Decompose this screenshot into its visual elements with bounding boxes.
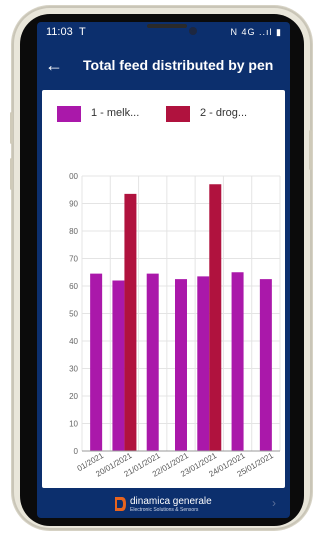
bar-series-1 — [175, 279, 187, 451]
phone-power-button — [309, 130, 312, 170]
chevron-right-icon[interactable]: › — [272, 496, 276, 510]
y-tick-label: 50 — [69, 310, 78, 319]
bar-chart: 01020304050607080900001/202120/01/202121… — [69, 172, 281, 479]
bar-series-1 — [197, 276, 210, 451]
status-indicator: T — [79, 26, 86, 38]
app-header: ← Total feed distributed by pen — [37, 44, 290, 88]
brand-tagline: Electronic Solutions & Sensors — [130, 507, 199, 513]
legend-swatch — [166, 106, 190, 122]
speaker-grille — [147, 24, 187, 28]
app-screen: 11:03 T N 4G ..ıl ▮ ← Total feed distrib… — [37, 22, 290, 518]
legend-swatch — [57, 106, 81, 122]
chart-legend: 1 - melk... 2 - drog... — [42, 104, 285, 128]
y-tick-label: 00 — [69, 172, 78, 181]
chart-card: 1 - melk... 2 - drog... 0 10 20 30 40 50 60 70 8… — [42, 90, 285, 488]
y-tick-label: 30 — [69, 365, 78, 374]
phone-volume-button — [10, 158, 13, 190]
page-title: Total feed distributed by pen — [83, 57, 274, 73]
y-tick-label: 0 — [74, 447, 79, 456]
legend-label: 2 - drog... — [200, 107, 248, 119]
legend-label: 1 - melk... — [91, 107, 140, 119]
front-camera — [189, 27, 197, 35]
bar-series-2 — [124, 193, 137, 451]
bar-series-1 — [112, 280, 125, 451]
y-tick-label: 90 — [69, 200, 78, 209]
status-icons: N 4G ..ıl ▮ — [230, 27, 282, 37]
y-tick-label: 10 — [69, 420, 78, 429]
phone-volume-button — [10, 112, 13, 144]
dinamica-logo-icon — [115, 497, 126, 511]
footer: dinamica generale Electronic Solutions &… — [37, 490, 290, 518]
y-tick-label: 60 — [69, 282, 78, 291]
status-bar: 11:03 T N 4G ..ıl ▮ — [37, 22, 290, 44]
status-time: 11:03 — [46, 26, 73, 38]
y-tick-label: 40 — [69, 337, 78, 346]
bar-series-1 — [231, 272, 244, 451]
bar-series-1 — [146, 273, 159, 451]
arrow-left-icon[interactable]: ← — [45, 55, 63, 75]
bar-series-1 — [90, 273, 103, 451]
y-tick-label: 80 — [69, 227, 78, 236]
brand-name: dinamica generale — [130, 496, 212, 507]
bar-series-2 — [209, 184, 222, 451]
bar-series-1 — [259, 279, 272, 451]
y-tick-label: 20 — [69, 392, 78, 401]
y-tick-label: 70 — [69, 255, 78, 264]
